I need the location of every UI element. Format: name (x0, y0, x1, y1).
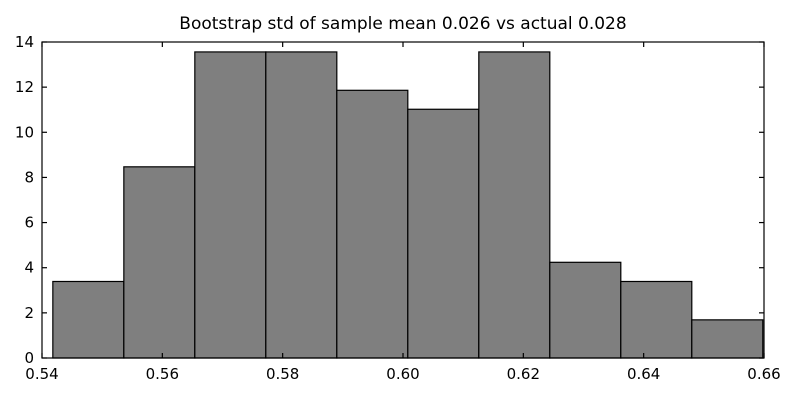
bars-group (52, 51, 764, 359)
tick-labels-group: 0.54 0.56 0.58 0.60 0.62 0.64 0.66 0 2 4 6 8 10 12 14 (15, 33, 781, 383)
x-tick-label: 0.64 (627, 365, 660, 383)
x-tick-label: 0.62 (507, 365, 540, 383)
y-tick-label: 0 (24, 349, 34, 367)
chart-title: Bootstrap std of sample mean 0.026 vs ac… (179, 14, 626, 34)
y-tick-label: 10 (15, 123, 34, 141)
histogram-bar (549, 261, 622, 359)
histogram-bar (620, 280, 693, 359)
plot-frame (41, 41, 765, 359)
histogram-bar (478, 51, 551, 359)
x-tick-label: 0.54 (25, 365, 58, 383)
histogram-bar (336, 89, 409, 359)
y-tick-label: 8 (24, 168, 34, 186)
histogram-bar (265, 51, 338, 359)
histogram-bar (691, 319, 764, 359)
histogram-bar (123, 166, 196, 359)
x-tick-label: 0.56 (146, 365, 179, 383)
y-tick-label: 4 (24, 259, 34, 277)
y-tick-label: 14 (15, 33, 34, 51)
x-tick-label: 0.66 (747, 365, 780, 383)
y-tick-label: 6 (24, 214, 34, 232)
y-tick-label: 2 (24, 304, 34, 322)
x-tick-label: 0.60 (386, 365, 419, 383)
y-tick-label: 12 (15, 78, 34, 96)
histogram-bar (52, 280, 125, 359)
histogram-bar (407, 108, 480, 359)
x-tick-label: 0.58 (266, 365, 299, 383)
histogram-bar (194, 51, 267, 359)
